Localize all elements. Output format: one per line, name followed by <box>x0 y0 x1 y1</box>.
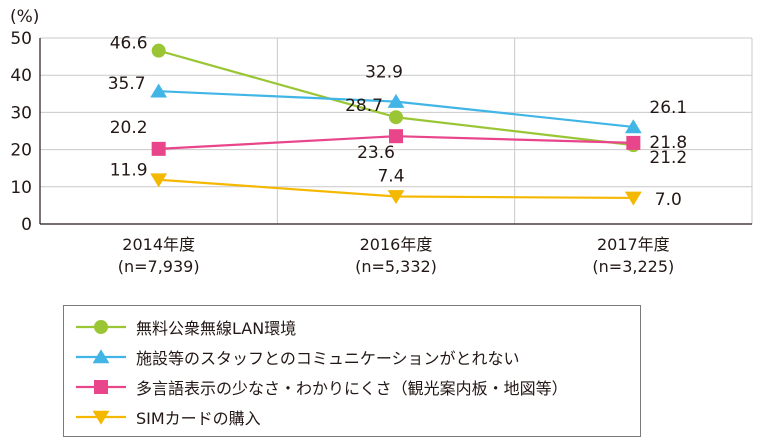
data-point-triangle-down <box>624 191 642 206</box>
y-tick-label: 30 <box>10 103 32 123</box>
data-label: 7.0 <box>655 190 682 210</box>
y-tick-label: 10 <box>10 178 32 198</box>
data-point-triangle-down <box>150 173 168 188</box>
data-label: 11.9 <box>110 161 148 181</box>
data-point-triangle-down <box>92 410 110 425</box>
data-point-triangle-up <box>624 119 642 134</box>
legend-item: SIMカードの購入 <box>64 402 640 432</box>
data-label: 20.2 <box>110 118 148 138</box>
data-point-circle <box>94 320 108 334</box>
x-tick-label: 2017年度 <box>597 235 670 254</box>
y-tick-label: 50 <box>10 29 32 49</box>
legend-symbol <box>76 410 126 425</box>
legend-item: 多言語表示の少なさ・わかりにくさ（観光案内板・地図等） <box>64 372 640 402</box>
data-label: 7.4 <box>377 166 404 186</box>
series-0 <box>151 43 641 153</box>
data-point-triangle-up <box>387 93 405 108</box>
data-label: 32.9 <box>365 63 403 83</box>
legend-symbol <box>76 380 126 394</box>
data-point-triangle-up <box>92 349 110 364</box>
data-label: 23.6 <box>357 143 395 163</box>
y-tick-labels: 0 10 20 30 40 50 <box>10 29 32 235</box>
series-lines <box>150 43 642 206</box>
data-label: 21.2 <box>649 148 687 168</box>
data-point-square <box>94 380 108 394</box>
data-label: 35.7 <box>108 74 146 94</box>
data-point-circle <box>151 43 166 58</box>
legend-symbol <box>76 349 126 364</box>
data-point-triangle-down <box>387 190 405 205</box>
data-point-square <box>151 141 166 156</box>
legend-item: 無料公衆無線LAN環境 <box>64 312 640 342</box>
legend-label: 無料公衆無線LAN環境 <box>136 319 297 338</box>
y-unit-label: (%) <box>10 7 39 27</box>
x-tick-sublabel: (n=7,939) <box>118 257 200 276</box>
data-point-square <box>626 135 641 150</box>
data-label: 28.7 <box>345 96 383 116</box>
data-label: 21.8 <box>649 133 687 153</box>
legend-label: SIMカードの購入 <box>136 409 261 428</box>
y-tick-label: 40 <box>10 66 32 86</box>
x-tick-sublabel: (n=5,332) <box>355 257 437 276</box>
data-labels: 46.6 28.7 21.2 35.7 32.9 26.1 20.2 23.6 21.8 11.9… <box>108 34 688 210</box>
axes <box>39 38 752 225</box>
data-label: 26.1 <box>649 98 687 118</box>
x-tick-sublabel: (n=3,225) <box>592 257 674 276</box>
legend: 無料公衆無線LAN環境施設等のスタッフとのコミュニケーションがとれない多言語表示… <box>63 305 641 437</box>
x-tick-labels: 2014年度 (n=7,939) 2016年度 (n=5,332) 2017年度 (n=3… <box>118 235 675 276</box>
line-chart: (%) 0 10 20 30 40 50 2014年度 (n=7,939) 2016年度 (n=… <box>10 7 753 276</box>
series-3 <box>150 173 642 206</box>
data-label: 46.6 <box>110 34 148 54</box>
x-tick-label: 2016年度 <box>360 235 433 254</box>
series-1 <box>150 83 642 134</box>
legend-item: 施設等のスタッフとのコミュニケーションがとれない <box>64 342 640 372</box>
series-2 <box>151 129 641 156</box>
data-point-square <box>389 129 403 144</box>
legend-label: 多言語表示の少なさ・わかりにくさ（観光案内板・地図等） <box>136 379 568 398</box>
y-tick-label: 0 <box>21 215 32 235</box>
legend-label: 施設等のスタッフとのコミュニケーションがとれない <box>136 349 520 368</box>
legend-symbol <box>76 320 126 334</box>
data-point-triangle-up <box>150 83 168 98</box>
y-tick-label: 20 <box>10 141 32 161</box>
data-point-circle <box>389 110 403 125</box>
x-tick-label: 2014年度 <box>122 235 195 254</box>
